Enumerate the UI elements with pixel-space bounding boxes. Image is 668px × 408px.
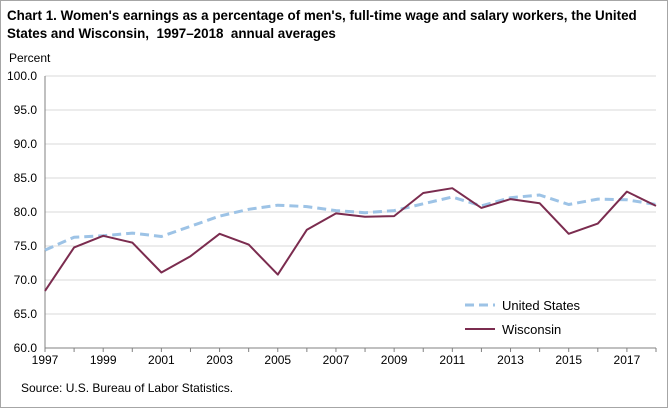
y-tick-label: 60.0 [14,341,38,355]
source-note: Source: U.S. Bureau of Labor Statistics. [21,381,234,395]
x-tick-label: 2015 [555,353,582,367]
legend: United States Wisconsin [465,298,581,337]
axes [44,76,657,352]
x-tick-label: 2009 [381,353,408,367]
x-tick-label: 2011 [439,353,465,367]
y-tick-label: 75.0 [14,239,38,253]
chart-title: Chart 1. Women's earnings as a percentag… [7,8,641,41]
x-tick-labels: 1997 1999 2001 2003 2005 2007 2009 2011 2013 2015… [32,353,641,367]
y-tick-label: 90.0 [14,137,38,151]
x-tick-label: 2001 [148,353,175,367]
x-tick-label: 2007 [323,353,350,367]
y-tick-labels: 60.0 65.0 70.0 75.0 80.0 85.0 90.0 95.0 100.0 [7,69,37,355]
y-tick-label: 80.0 [14,205,38,219]
y-tick-label: 100.0 [7,69,37,83]
y-tick-label: 65.0 [14,307,38,321]
x-tick-label: 1997 [32,353,59,367]
y-tick-label: 70.0 [14,273,38,287]
y-axis-label: Percent [9,51,51,65]
x-tick-label: 1999 [90,353,117,367]
gridlines [45,75,656,315]
x-tick-label: 2003 [206,353,233,367]
series-line-wisconsin [44,187,657,292]
legend-label-wisconsin: Wisconsin [502,322,561,337]
x-tick-label: 2005 [264,353,291,367]
x-tick-label: 2017 [614,353,641,367]
x-tick-label: 2013 [497,353,524,367]
y-tick-label: 85.0 [14,171,38,185]
series-lines [44,187,657,292]
y-tick-label: 95.0 [14,103,38,117]
series-line-united-states [44,193,657,252]
legend-label-united-states: United States [502,298,581,313]
